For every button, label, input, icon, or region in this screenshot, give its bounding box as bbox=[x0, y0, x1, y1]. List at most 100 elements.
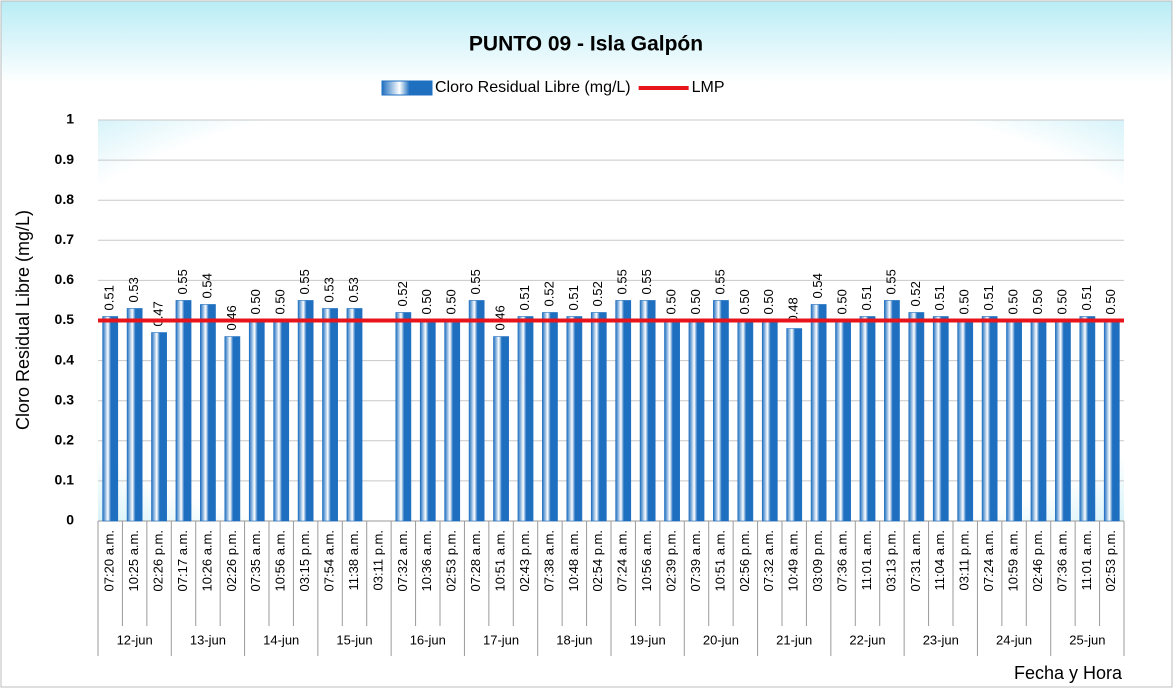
bar bbox=[200, 304, 216, 522]
data-label: 0.55 bbox=[883, 269, 898, 294]
chart-title: PUNTO 09 - Isla Galpón bbox=[469, 33, 703, 56]
bar bbox=[908, 312, 925, 522]
y-tick-label: 0.9 bbox=[55, 151, 75, 167]
bar bbox=[102, 316, 119, 522]
data-label: 0.53 bbox=[322, 277, 337, 302]
bar bbox=[981, 316, 998, 522]
group-label: 12-jun bbox=[117, 632, 153, 647]
group-label: 19-jun bbox=[630, 632, 666, 647]
x-tick-label: 03:11 p.m. bbox=[957, 530, 972, 590]
group-label: 22-jun bbox=[849, 632, 885, 647]
bar bbox=[566, 316, 583, 522]
y-tick-label: 0.7 bbox=[55, 231, 75, 247]
x-tick-label: 02:53 p.m. bbox=[1103, 530, 1118, 591]
group-label: 25-jun bbox=[1069, 632, 1105, 647]
x-tick-label: 07:38 a.m. bbox=[541, 530, 556, 591]
data-label: 0.50 bbox=[688, 289, 703, 314]
x-tick-label: 07:54 a.m. bbox=[322, 530, 337, 591]
bar bbox=[859, 316, 876, 522]
group-label: 13-jun bbox=[190, 632, 226, 647]
bar bbox=[493, 336, 509, 522]
x-tick-label: 07:20 a.m. bbox=[102, 530, 117, 591]
bar bbox=[248, 320, 265, 522]
x-tick-label: 10:51 a.m. bbox=[493, 530, 508, 591]
data-label: 0.50 bbox=[761, 289, 776, 314]
y-tick-label: 0.4 bbox=[55, 351, 75, 367]
x-tick-label: 03:11 p.m. bbox=[370, 530, 385, 590]
bar bbox=[224, 336, 241, 522]
x-tick-label: 02:26 p.m. bbox=[151, 530, 166, 591]
data-label: 0.50 bbox=[1006, 289, 1021, 314]
y-tick-label: 0.6 bbox=[55, 271, 75, 287]
y-tick-label: 0.1 bbox=[55, 472, 75, 488]
bar bbox=[517, 316, 534, 522]
x-tick-label: 10:59 a.m. bbox=[1006, 530, 1021, 591]
x-tick-label: 07:32 a.m. bbox=[761, 530, 776, 591]
group-label: 23-jun bbox=[923, 632, 959, 647]
group-label: 20-jun bbox=[703, 632, 739, 647]
x-tick-label: 11:01 a.m. bbox=[1079, 530, 1094, 590]
x-tick-label: 02:39 p.m. bbox=[664, 530, 679, 591]
bar bbox=[175, 300, 192, 522]
y-tick-label: 0.2 bbox=[55, 432, 75, 448]
x-tick-label: 11:04 a.m. bbox=[932, 530, 947, 590]
x-tick-label: 07:32 a.m. bbox=[395, 530, 410, 591]
x-tick-label: 10:25 a.m. bbox=[126, 530, 141, 591]
group-label: 18-jun bbox=[556, 632, 592, 647]
data-label: 0.51 bbox=[517, 285, 532, 310]
data-label: 0.50 bbox=[664, 289, 679, 314]
bar bbox=[297, 300, 314, 522]
data-label: 0.51 bbox=[566, 285, 581, 310]
data-label: 0.48 bbox=[786, 297, 801, 322]
data-label: 0.52 bbox=[590, 281, 605, 306]
bar bbox=[1079, 316, 1096, 522]
x-tick-label: 03:15 p.m. bbox=[297, 530, 312, 591]
bar bbox=[273, 320, 290, 522]
data-label: 0.50 bbox=[737, 289, 752, 314]
x-tick-label: 07:24 a.m. bbox=[981, 530, 996, 591]
x-tick-label: 02:53 p.m. bbox=[444, 530, 459, 591]
data-label: 0.50 bbox=[1103, 289, 1118, 314]
bar bbox=[884, 300, 900, 522]
legend-label: LMP bbox=[692, 79, 725, 96]
y-tick-label: 0.8 bbox=[55, 191, 75, 207]
x-tick-label: 02:26 p.m. bbox=[224, 530, 239, 591]
x-tick-label: 02:43 p.m. bbox=[517, 530, 532, 591]
x-tick-label: 07:28 a.m. bbox=[468, 530, 483, 591]
x-tick-label: 02:56 p.m. bbox=[737, 530, 752, 591]
data-label: 0.53 bbox=[126, 277, 141, 302]
y-tick-label: 0 bbox=[66, 512, 74, 528]
data-label: 0.52 bbox=[541, 281, 556, 306]
x-tick-label: 07:36 a.m. bbox=[1054, 530, 1069, 591]
group-label: 17-jun bbox=[483, 632, 519, 647]
x-tick-label: 03:09 p.m. bbox=[810, 530, 825, 591]
bar bbox=[932, 316, 949, 522]
data-label: 0.50 bbox=[1030, 289, 1045, 314]
x-tick-label: 11:38 a.m. bbox=[346, 530, 361, 590]
data-label: 0.55 bbox=[712, 269, 727, 294]
bar bbox=[713, 300, 729, 522]
data-label: 0.52 bbox=[395, 281, 410, 306]
data-label: 0.50 bbox=[957, 289, 972, 314]
bar bbox=[688, 320, 705, 522]
data-label: 0.55 bbox=[468, 269, 483, 294]
data-label: 0.55 bbox=[639, 269, 654, 294]
group-label: 16-jun bbox=[410, 632, 446, 647]
bar bbox=[419, 320, 436, 522]
data-label: 0.54 bbox=[199, 273, 214, 298]
y-tick-label: 0.3 bbox=[55, 391, 75, 407]
bar bbox=[444, 320, 461, 522]
x-tick-label: 10:26 a.m. bbox=[199, 530, 214, 591]
bar bbox=[395, 312, 412, 522]
data-label: 0.46 bbox=[493, 305, 508, 330]
x-tick-label: 10:36 a.m. bbox=[419, 530, 434, 591]
bar bbox=[468, 300, 485, 522]
x-tick-label: 07:31 a.m. bbox=[908, 530, 923, 591]
legend-swatch bbox=[381, 80, 433, 96]
bar bbox=[957, 320, 974, 522]
bar bbox=[322, 308, 338, 522]
data-label: 0.53 bbox=[346, 277, 361, 302]
data-label: 0.51 bbox=[102, 285, 117, 310]
data-label: 0.52 bbox=[908, 281, 923, 306]
